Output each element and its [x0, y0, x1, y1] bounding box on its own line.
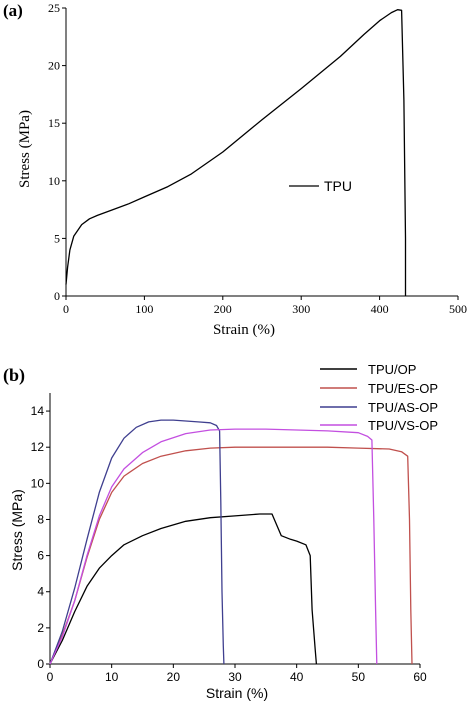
panel-a-y-tick-label: 20: [48, 59, 60, 73]
panel-a-y-axis-label: Stress (MPa): [17, 110, 33, 188]
panel-b-series-line-tpu-vs-op: [49, 428, 378, 665]
panel-a-label: (a): [3, 1, 23, 20]
panel-b-x-tick-label: 20: [167, 670, 181, 684]
panel-a-plot-area: 0 100 200 300 400 500 0 5 10 15 20 25: [48, 1, 467, 316]
panel-a-y-tick-label: 5: [54, 231, 60, 245]
panel-b-y-tick-label: 6: [37, 549, 44, 563]
panel-a-y-tick-label: 15: [48, 116, 60, 130]
panel-b-plot-area: 0 10 20 30 40 50 60 0 2 4 6 8 10 12 14: [31, 393, 427, 684]
panel-b-y-tick-label: 10: [31, 476, 45, 490]
panel-b-label: (b): [3, 365, 25, 386]
panel-a-y-tick-label: 10: [48, 174, 60, 188]
panel-b-x-tick-label: 50: [352, 670, 366, 684]
panel-b-x-axis-label: Strain (%): [206, 685, 268, 701]
panel-b-legend-label-tpu-as-op: TPU/AS-OP: [368, 400, 438, 415]
panel-b-x-tick-label: 0: [47, 670, 54, 684]
panel-a-x-tick-label: 0: [63, 302, 69, 316]
panel-b-legend-label-tpu-es-op: TPU/ES-OP: [368, 381, 438, 396]
panel-b-y-tick-label: 8: [37, 512, 44, 526]
panel-a-x-tick-label: 100: [135, 302, 153, 316]
panel-b-y-tick-label: 14: [31, 404, 45, 418]
panel-b-y-tick-label: 2: [37, 621, 44, 635]
panel-a-x-tick-label: 200: [214, 302, 232, 316]
panel-b-x-tick-label: 40: [290, 670, 304, 684]
panel-a-x-tick-label: 500: [449, 302, 467, 316]
panel-b-legend-label-tpu-vs-op: TPU/VS-OP: [368, 418, 438, 433]
panel-a: (a) 0 100 200 300 400 500 0 5 10 15 20 25 Strain (%…: [3, 1, 467, 338]
panel-b-series-line-tpu-as-op: [49, 419, 225, 665]
panel-b-series-line-tpu-op: [49, 513, 318, 665]
panel-b-legend-label-tpu-op: TPU/OP: [368, 362, 416, 377]
panel-b-x-tick-label: 10: [105, 670, 119, 684]
panel-b-y-tick-label: 12: [31, 440, 45, 454]
panel-a-series-line-tpu: [65, 9, 407, 296]
panel-a-y-tick-label: 0: [54, 289, 60, 303]
panel-a-x-tick-label: 300: [292, 302, 310, 316]
panel-b-y-axis-label: Stress (MPa): [9, 489, 25, 571]
panel-b-y-tick-label: 0: [37, 657, 44, 671]
panel-a-x-tick-label: 400: [371, 302, 389, 316]
panel-b-x-tick-label: 60: [413, 670, 427, 684]
panel-b-legend: TPU/OP TPU/ES-OP TPU/AS-OP TPU/VS-OP: [320, 362, 438, 433]
panel-b-series-line-tpu-es-op: [49, 446, 413, 665]
panel-b-y-tick-label: 4: [37, 585, 44, 599]
panel-a-legend: TPU: [289, 178, 352, 194]
panel-a-x-axis-label: Strain (%): [213, 322, 275, 338]
panel-a-legend-label-tpu: TPU: [324, 178, 352, 194]
panel-b-x-tick-label: 30: [228, 670, 242, 684]
panel-a-y-tick-label: 25: [48, 1, 60, 15]
